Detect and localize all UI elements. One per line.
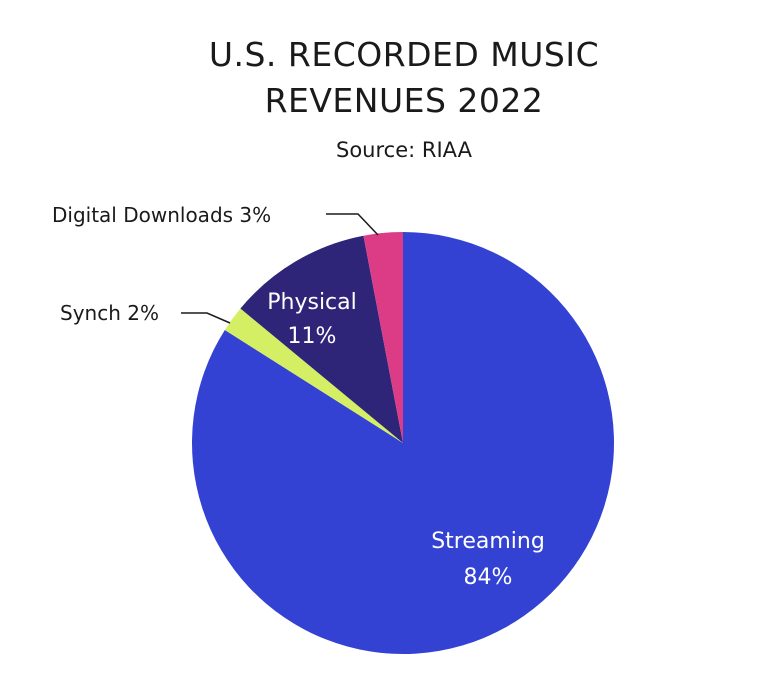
pie-labels: Streaming 84% Synch 2% Physical 11% Digital D…	[52, 203, 545, 590]
label-streaming-value: 84%	[464, 565, 513, 590]
label-physical-value: 11%	[288, 324, 337, 349]
label-synch: Synch 2%	[60, 301, 159, 325]
slice-physical	[240, 235, 403, 443]
chart-title-line-1: U.S. RECORDED MUSIC	[209, 35, 599, 74]
label-physical-name: Physical	[267, 290, 357, 315]
pie-slices	[191, 232, 614, 654]
label-digital-downloads: Digital Downloads 3%	[52, 203, 271, 227]
leader-line-digital-downloads	[326, 213, 379, 236]
slice-digital-downloads	[363, 232, 403, 443]
chart-subtitle: Source: RIAA	[336, 138, 473, 162]
slice-streaming	[191, 232, 614, 654]
label-streaming-name: Streaming	[431, 529, 545, 554]
leader-line-synch	[181, 312, 231, 324]
slice-synch	[224, 308, 403, 443]
chart-title-line-2: REVENUES 2022	[265, 81, 544, 120]
